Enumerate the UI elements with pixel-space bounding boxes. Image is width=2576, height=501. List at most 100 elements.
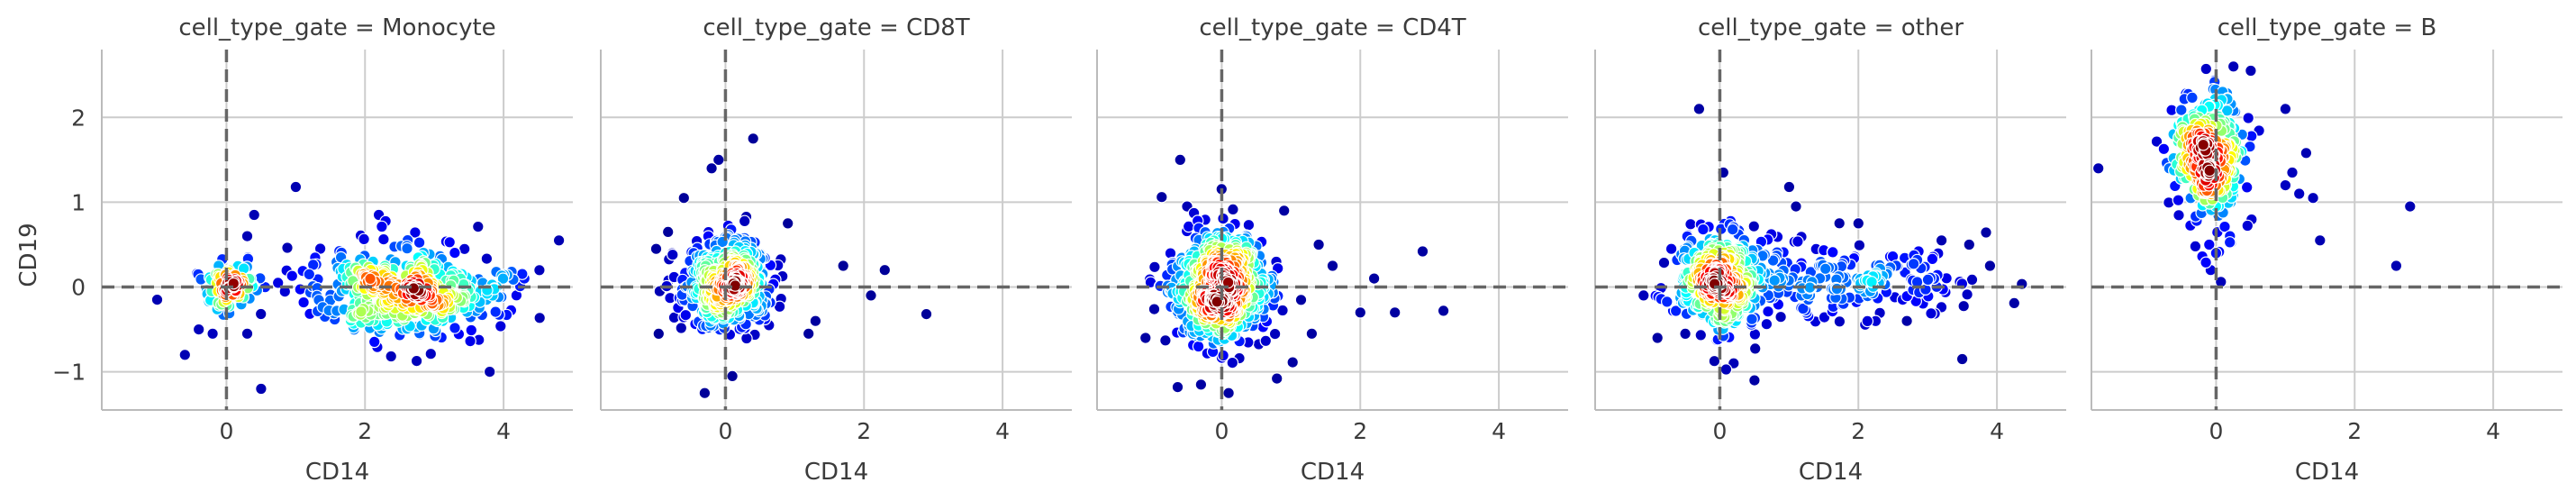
panel-title-1: cell_type_gate = CD8T bbox=[703, 14, 969, 41]
scatter-point-1-18 bbox=[675, 322, 688, 334]
scatter-point-2-4 bbox=[1367, 272, 1381, 285]
scatter-point-1-28 bbox=[740, 332, 753, 345]
scatter-point-4-9 bbox=[2307, 191, 2319, 205]
scatter-point-1-27 bbox=[666, 248, 679, 261]
scatter-point-3-27 bbox=[1694, 329, 1708, 342]
scatter-point-1-12 bbox=[809, 314, 822, 327]
scatter-point-0-302 bbox=[355, 305, 367, 318]
scatter-point-3-15 bbox=[1748, 342, 1762, 355]
scatter-point-2-5 bbox=[1388, 305, 1401, 319]
scatter-point-0-96 bbox=[401, 241, 413, 255]
scatter-point-1-19 bbox=[738, 214, 751, 228]
scatter-point-3-17 bbox=[1708, 354, 1721, 368]
scatter-point-4-39 bbox=[2223, 236, 2236, 249]
scatter-point-1-13 bbox=[649, 242, 663, 255]
panel-4: cell_type_gate = B 0 2 4 CD14 bbox=[2091, 14, 2562, 486]
scatter-point-1-3 bbox=[677, 191, 691, 205]
scatter-point-2-573 bbox=[1211, 295, 1223, 308]
scatter-point-4-25 bbox=[2172, 194, 2185, 206]
x-axis-label-2: CD14 bbox=[1301, 459, 1365, 486]
x-axis-label-3: CD14 bbox=[1799, 459, 1863, 486]
scatter-point-3-18 bbox=[1935, 233, 1948, 247]
scatter-point-0-7 bbox=[471, 220, 485, 233]
y-tick-label-1: 0 bbox=[71, 275, 86, 301]
scatter-point-3-41 bbox=[1861, 314, 1874, 328]
scatter-point-3-14 bbox=[1900, 314, 1913, 327]
scatter-point-4-314 bbox=[2197, 138, 2209, 151]
scatter-point-3-6 bbox=[1782, 180, 1796, 194]
scatter-point-0-1 bbox=[255, 382, 268, 396]
points-0 bbox=[150, 180, 566, 396]
scatter-point-0-40 bbox=[297, 296, 310, 309]
scatter-point-0-459 bbox=[364, 272, 376, 286]
scatter-point-3-3 bbox=[1651, 332, 1664, 344]
scatter-point-0-5 bbox=[178, 348, 192, 361]
scatter-point-0-0 bbox=[150, 293, 164, 306]
panel-title-2: cell_type_gate = CD4T bbox=[1199, 14, 1465, 41]
scatter-point-1-5 bbox=[698, 387, 712, 399]
scatter-point-3-156 bbox=[1746, 313, 1758, 325]
scatter-point-2-26 bbox=[1276, 304, 1289, 317]
scatter-point-2-9 bbox=[1156, 190, 1168, 204]
scatter-point-3-5 bbox=[1983, 260, 1997, 272]
scatter-point-3-22 bbox=[1853, 239, 1866, 251]
points-1 bbox=[649, 132, 933, 399]
scatter-point-4-31 bbox=[2200, 256, 2212, 269]
scatter-point-3-50 bbox=[1791, 235, 1804, 248]
scatter-point-2-23 bbox=[1268, 327, 1282, 341]
scatter-point-1-15 bbox=[705, 162, 718, 175]
scatter-point-0-47 bbox=[367, 335, 381, 349]
scatter-point-1-4 bbox=[781, 217, 794, 230]
scatter-point-0-9 bbox=[248, 208, 260, 222]
x-tick-label-4-2: 4 bbox=[2486, 418, 2500, 444]
points-2 bbox=[1139, 153, 1450, 399]
scatter-point-0-16 bbox=[192, 323, 205, 336]
scatter-point-2-17 bbox=[1139, 332, 1152, 344]
scatter-point-0-24 bbox=[494, 320, 507, 332]
scatter-point-2-12 bbox=[1171, 380, 1184, 394]
scatter-point-3-26 bbox=[1774, 310, 1787, 323]
points-3 bbox=[1637, 103, 2028, 387]
scatter-point-0-56 bbox=[449, 322, 461, 334]
y-tick-label-3: 2 bbox=[71, 105, 86, 131]
x-tick-label-1-0: 0 bbox=[718, 418, 732, 444]
scatter-point-4-29 bbox=[2157, 142, 2171, 156]
scatter-point-4-2 bbox=[2390, 260, 2403, 272]
x-tick-label-3-1: 2 bbox=[1851, 418, 1865, 444]
scatter-point-1-7 bbox=[878, 263, 892, 277]
scatter-point-4-1 bbox=[2404, 200, 2417, 213]
scatter-point-3-114 bbox=[1661, 296, 1673, 308]
scatter-point-3-235 bbox=[1768, 274, 1781, 287]
scatter-point-4-11 bbox=[2279, 178, 2292, 192]
scatter-point-0-2 bbox=[289, 180, 303, 194]
scatter-point-4-10 bbox=[2286, 166, 2299, 179]
scatter-point-1-2 bbox=[837, 260, 849, 272]
panel-2: cell_type_gate = CD4T 0 2 4 CD14 bbox=[1096, 14, 1568, 486]
scatter-point-4-5 bbox=[2299, 147, 2313, 159]
x-tick-label-4-0: 0 bbox=[2209, 418, 2223, 444]
scatter-point-0-43 bbox=[465, 323, 478, 337]
scatter-point-3-133 bbox=[1797, 302, 1810, 315]
scatter-point-2-33 bbox=[1242, 218, 1256, 232]
x-axis-label-4: CD14 bbox=[2295, 459, 2359, 486]
scatter-point-0-67 bbox=[303, 268, 316, 281]
scatter-point-0-13 bbox=[410, 354, 423, 368]
scatter-point-3-28 bbox=[1833, 314, 1846, 328]
scatter-point-2-11 bbox=[1326, 260, 1339, 272]
x-tick-label-3-0: 0 bbox=[1712, 418, 1727, 444]
scatter-point-0-10 bbox=[281, 241, 294, 254]
panel-3: cell_type_gate = other 0 2 4 CD14 bbox=[1594, 14, 2066, 486]
scatter-point-4-16 bbox=[2189, 240, 2202, 253]
scatter-point-2-7 bbox=[1305, 327, 1319, 341]
panel-title-3: cell_type_gate = other bbox=[1698, 14, 1964, 41]
y-tick-label-0: −1 bbox=[52, 360, 86, 386]
scatter-point-3-38 bbox=[1684, 218, 1697, 231]
scatter-point-3-215 bbox=[1830, 282, 1844, 296]
scatter-point-2-1 bbox=[1437, 305, 1450, 317]
panel-0: cell_type_gate = Monocyte 0 2 4 CD14 −1 0 1 2 bbox=[52, 14, 573, 486]
scatter-point-0-36 bbox=[376, 220, 388, 233]
x-axis-label-0: CD14 bbox=[305, 459, 369, 486]
scatter-point-3-23 bbox=[1637, 289, 1650, 302]
scatter-point-4-19 bbox=[2241, 219, 2254, 232]
scatter-point-3-0 bbox=[1692, 103, 1706, 115]
